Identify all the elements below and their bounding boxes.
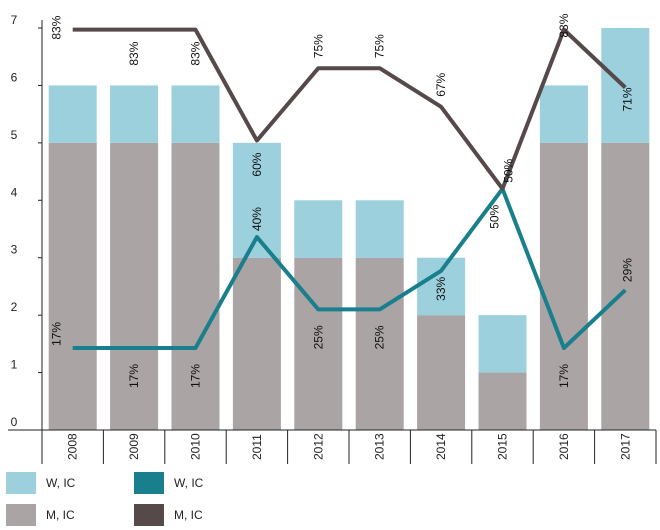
bar-m-ic-2008	[48, 142, 97, 430]
x-tick-label: 2011	[250, 434, 264, 460]
line-w-ic	[72, 186, 627, 350]
legend-item-m-ic-line: M, IC	[134, 504, 203, 526]
point-label-m-ic: 83%	[127, 41, 141, 65]
line-m-ic	[72, 27, 627, 191]
bar-m-ic-2012	[294, 257, 343, 430]
legend: W, IC W, IC M, IC M, IC	[6, 472, 326, 528]
legend-label: M, IC	[174, 508, 203, 522]
point-label-w-ic: 25%	[311, 325, 325, 349]
point-label-w-ic: 50%	[488, 204, 502, 228]
point-label-m-ic: 60%	[250, 152, 264, 176]
bar-m-ic-2015	[478, 372, 527, 430]
legend-label: M, IC	[46, 508, 75, 522]
point-label-m-ic: 83%	[189, 41, 203, 65]
legend-label: W, IC	[174, 476, 204, 490]
y-tick-label: 5	[11, 128, 18, 142]
x-tick-label: 2013	[373, 433, 387, 460]
point-label-m-ic: 75%	[311, 34, 325, 58]
bar-m-ic-2010	[171, 142, 220, 430]
axes-layer: 0 1 2 3 4 5 6 7 2008 2009 2010 2011 2012 2013 2014 2015…	[8, 13, 657, 464]
point-label-w-ic: 25%	[373, 325, 387, 349]
point-label-w-ic: 17%	[127, 364, 141, 388]
x-tick-label: 2009	[127, 433, 141, 460]
bar-w-ic-2016	[539, 85, 588, 143]
point-label-m-ic: 83%	[557, 13, 571, 37]
bar-w-ic-2015	[478, 315, 527, 373]
point-label-w-ic: 29%	[620, 258, 634, 282]
bar-w-ic-2012	[294, 200, 343, 258]
legend-swatch	[6, 472, 36, 494]
combo-chart: 0 1 2 3 4 5 6 7 2008 2009 2010 2011 2012 2013 2014 2015…	[8, 13, 657, 464]
y-tick-label: 2	[11, 300, 18, 314]
bar-w-ic-2014	[417, 257, 466, 316]
bar-m-ic-2014	[417, 315, 466, 430]
point-labels-layer: 17% 17% 17% 40% 25% 25% 33% 50% 17% 29% 83% 83% 83% 6…	[50, 13, 635, 388]
point-label-w-ic: 17%	[50, 322, 64, 346]
point-label-m-ic: 75%	[373, 34, 387, 58]
legend-swatch	[134, 504, 164, 526]
x-tick-label: 2015	[496, 433, 510, 460]
y-tick-label: 3	[11, 243, 18, 257]
legend-item-m-ic-bar: M, IC	[6, 504, 75, 526]
point-label-w-ic: 40%	[250, 207, 264, 231]
bar-m-ic-2009	[110, 142, 159, 430]
point-label-w-ic: 17%	[189, 364, 203, 388]
legend-swatch	[6, 504, 36, 526]
bar-w-ic-2010	[171, 85, 220, 143]
point-label-w-ic: 33%	[434, 276, 448, 300]
y-tick-label: 6	[11, 70, 18, 84]
bar-m-ic-2013	[355, 257, 404, 430]
point-label-m-ic: 67%	[434, 72, 448, 96]
point-label-m-ic: 71%	[620, 87, 634, 111]
lines-layer	[72, 27, 627, 350]
x-tick-label: 2010	[189, 433, 203, 460]
x-tick-label: 2012	[311, 433, 325, 460]
y-tick-label: 1	[11, 358, 18, 372]
point-label-w-ic: 17%	[557, 364, 571, 388]
point-label-m-ic: 83%	[50, 15, 64, 39]
point-label-m-ic: 50%	[502, 158, 516, 182]
bar-m-ic-2011	[232, 257, 281, 430]
bar-m-ic-2017	[601, 142, 650, 430]
legend-swatch	[134, 472, 164, 494]
bar-w-ic-2009	[110, 85, 159, 143]
y-tick-label: 0	[11, 415, 18, 429]
x-tick-label: 2008	[66, 433, 80, 460]
y-tick-label: 7	[11, 13, 18, 27]
legend-label: W, IC	[46, 476, 76, 490]
y-tick-label: 4	[11, 185, 18, 199]
bar-m-ic-2016	[539, 142, 588, 430]
legend-item-w-ic-bar: W, IC	[6, 472, 75, 494]
x-tick-label: 2016	[557, 433, 571, 460]
bar-w-ic-2008	[48, 85, 97, 143]
x-tick-label: 2014	[434, 433, 448, 460]
x-tick-label: 2017	[618, 433, 632, 460]
bar-w-ic-2013	[355, 200, 404, 258]
legend-item-w-ic-line: W, IC	[134, 472, 203, 494]
